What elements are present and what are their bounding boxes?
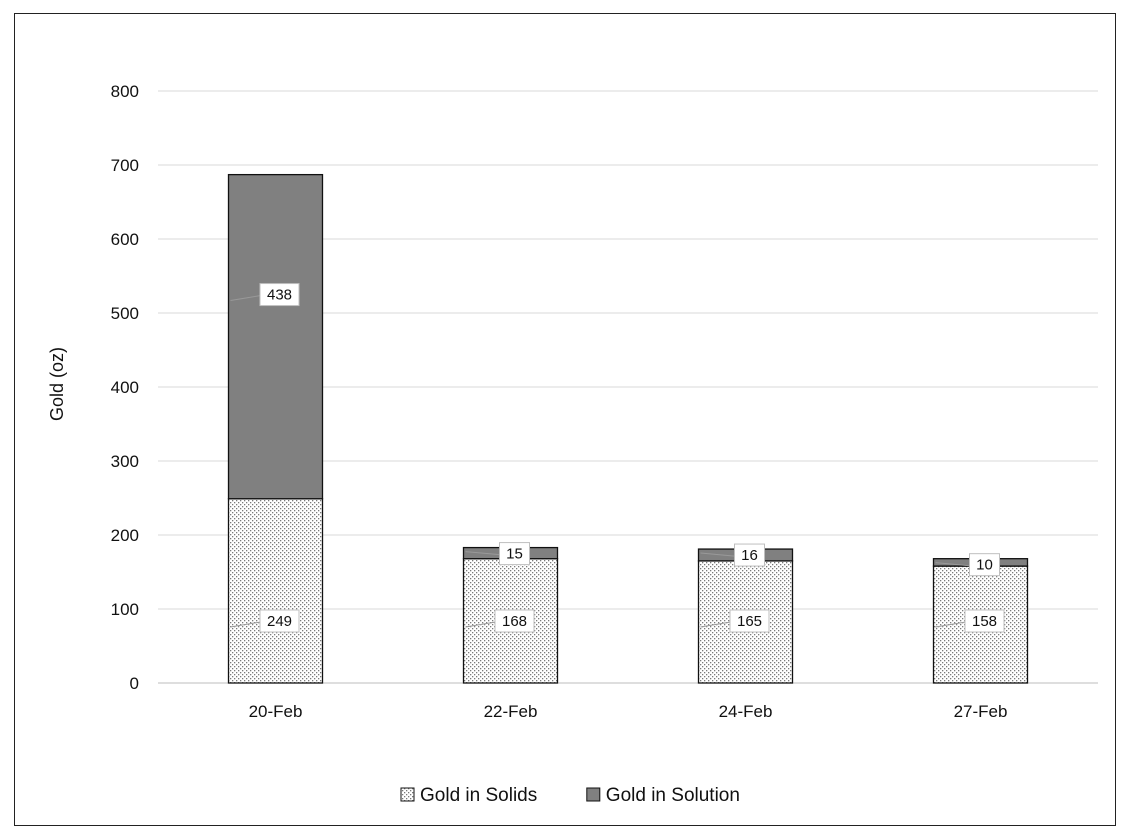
data-label: 249 — [267, 613, 292, 630]
data-label-box — [734, 543, 765, 567]
y-axis-label: Gold (oz) — [47, 347, 67, 421]
data-label-box — [969, 553, 1000, 577]
y-tick-label: 600 — [111, 230, 139, 249]
bar-gold-in-solids — [227, 498, 324, 684]
data-label-box — [259, 609, 300, 633]
x-tick-label: 22-Feb — [484, 702, 538, 721]
data-label-box — [499, 542, 530, 566]
data-label: 15 — [506, 546, 523, 563]
y-axis-ticks: 0 100 200 300 400 500 600 700 800 — [111, 82, 139, 693]
y-tick-label: 700 — [111, 156, 139, 175]
y-tick-label: 0 — [130, 674, 139, 693]
data-labels: 249 438 168 15 165 16 158 10 — [230, 283, 1005, 633]
data-label-leader — [465, 551, 500, 556]
legend: Gold in Solids Gold in Solution — [400, 785, 740, 806]
data-label-leader — [700, 621, 731, 628]
legend-swatch — [400, 787, 415, 802]
data-label-leader — [700, 552, 735, 557]
data-label-leader — [465, 621, 496, 628]
y-tick-label: 300 — [111, 452, 139, 471]
data-label-box — [964, 609, 1005, 633]
data-label: 10 — [976, 557, 993, 574]
chart-frame — [14, 13, 1116, 826]
x-tick-label: 27-Feb — [954, 702, 1008, 721]
data-label: 16 — [741, 547, 758, 564]
data-label-leader — [935, 562, 970, 567]
data-label-box — [729, 609, 770, 633]
legend-entry: Gold in Solution — [606, 785, 740, 806]
data-label-leader — [935, 621, 966, 628]
data-label: 438 — [267, 287, 292, 304]
y-tick-label: 800 — [111, 82, 139, 101]
data-label-box — [259, 283, 300, 307]
legend-entry: Gold in Solids — [420, 785, 537, 806]
x-axis-ticks: 20-Feb 22-Feb 24-Feb 27-Feb — [249, 702, 1008, 721]
data-label-box — [494, 609, 535, 633]
data-label-leader — [230, 295, 261, 302]
y-tick-label: 100 — [111, 600, 139, 619]
x-tick-label: 20-Feb — [249, 702, 303, 721]
bars — [227, 173, 1029, 684]
data-label: 158 — [972, 613, 997, 630]
y-tick-label: 500 — [111, 304, 139, 323]
data-label: 165 — [737, 613, 762, 630]
bar-gold-in-solution — [227, 173, 324, 500]
data-label-leader — [230, 621, 261, 628]
x-tick-label: 24-Feb — [719, 702, 773, 721]
data-label: 168 — [502, 613, 527, 630]
y-tick-label: 400 — [111, 378, 139, 397]
legend-swatch — [586, 787, 601, 802]
y-tick-label: 200 — [111, 526, 139, 545]
